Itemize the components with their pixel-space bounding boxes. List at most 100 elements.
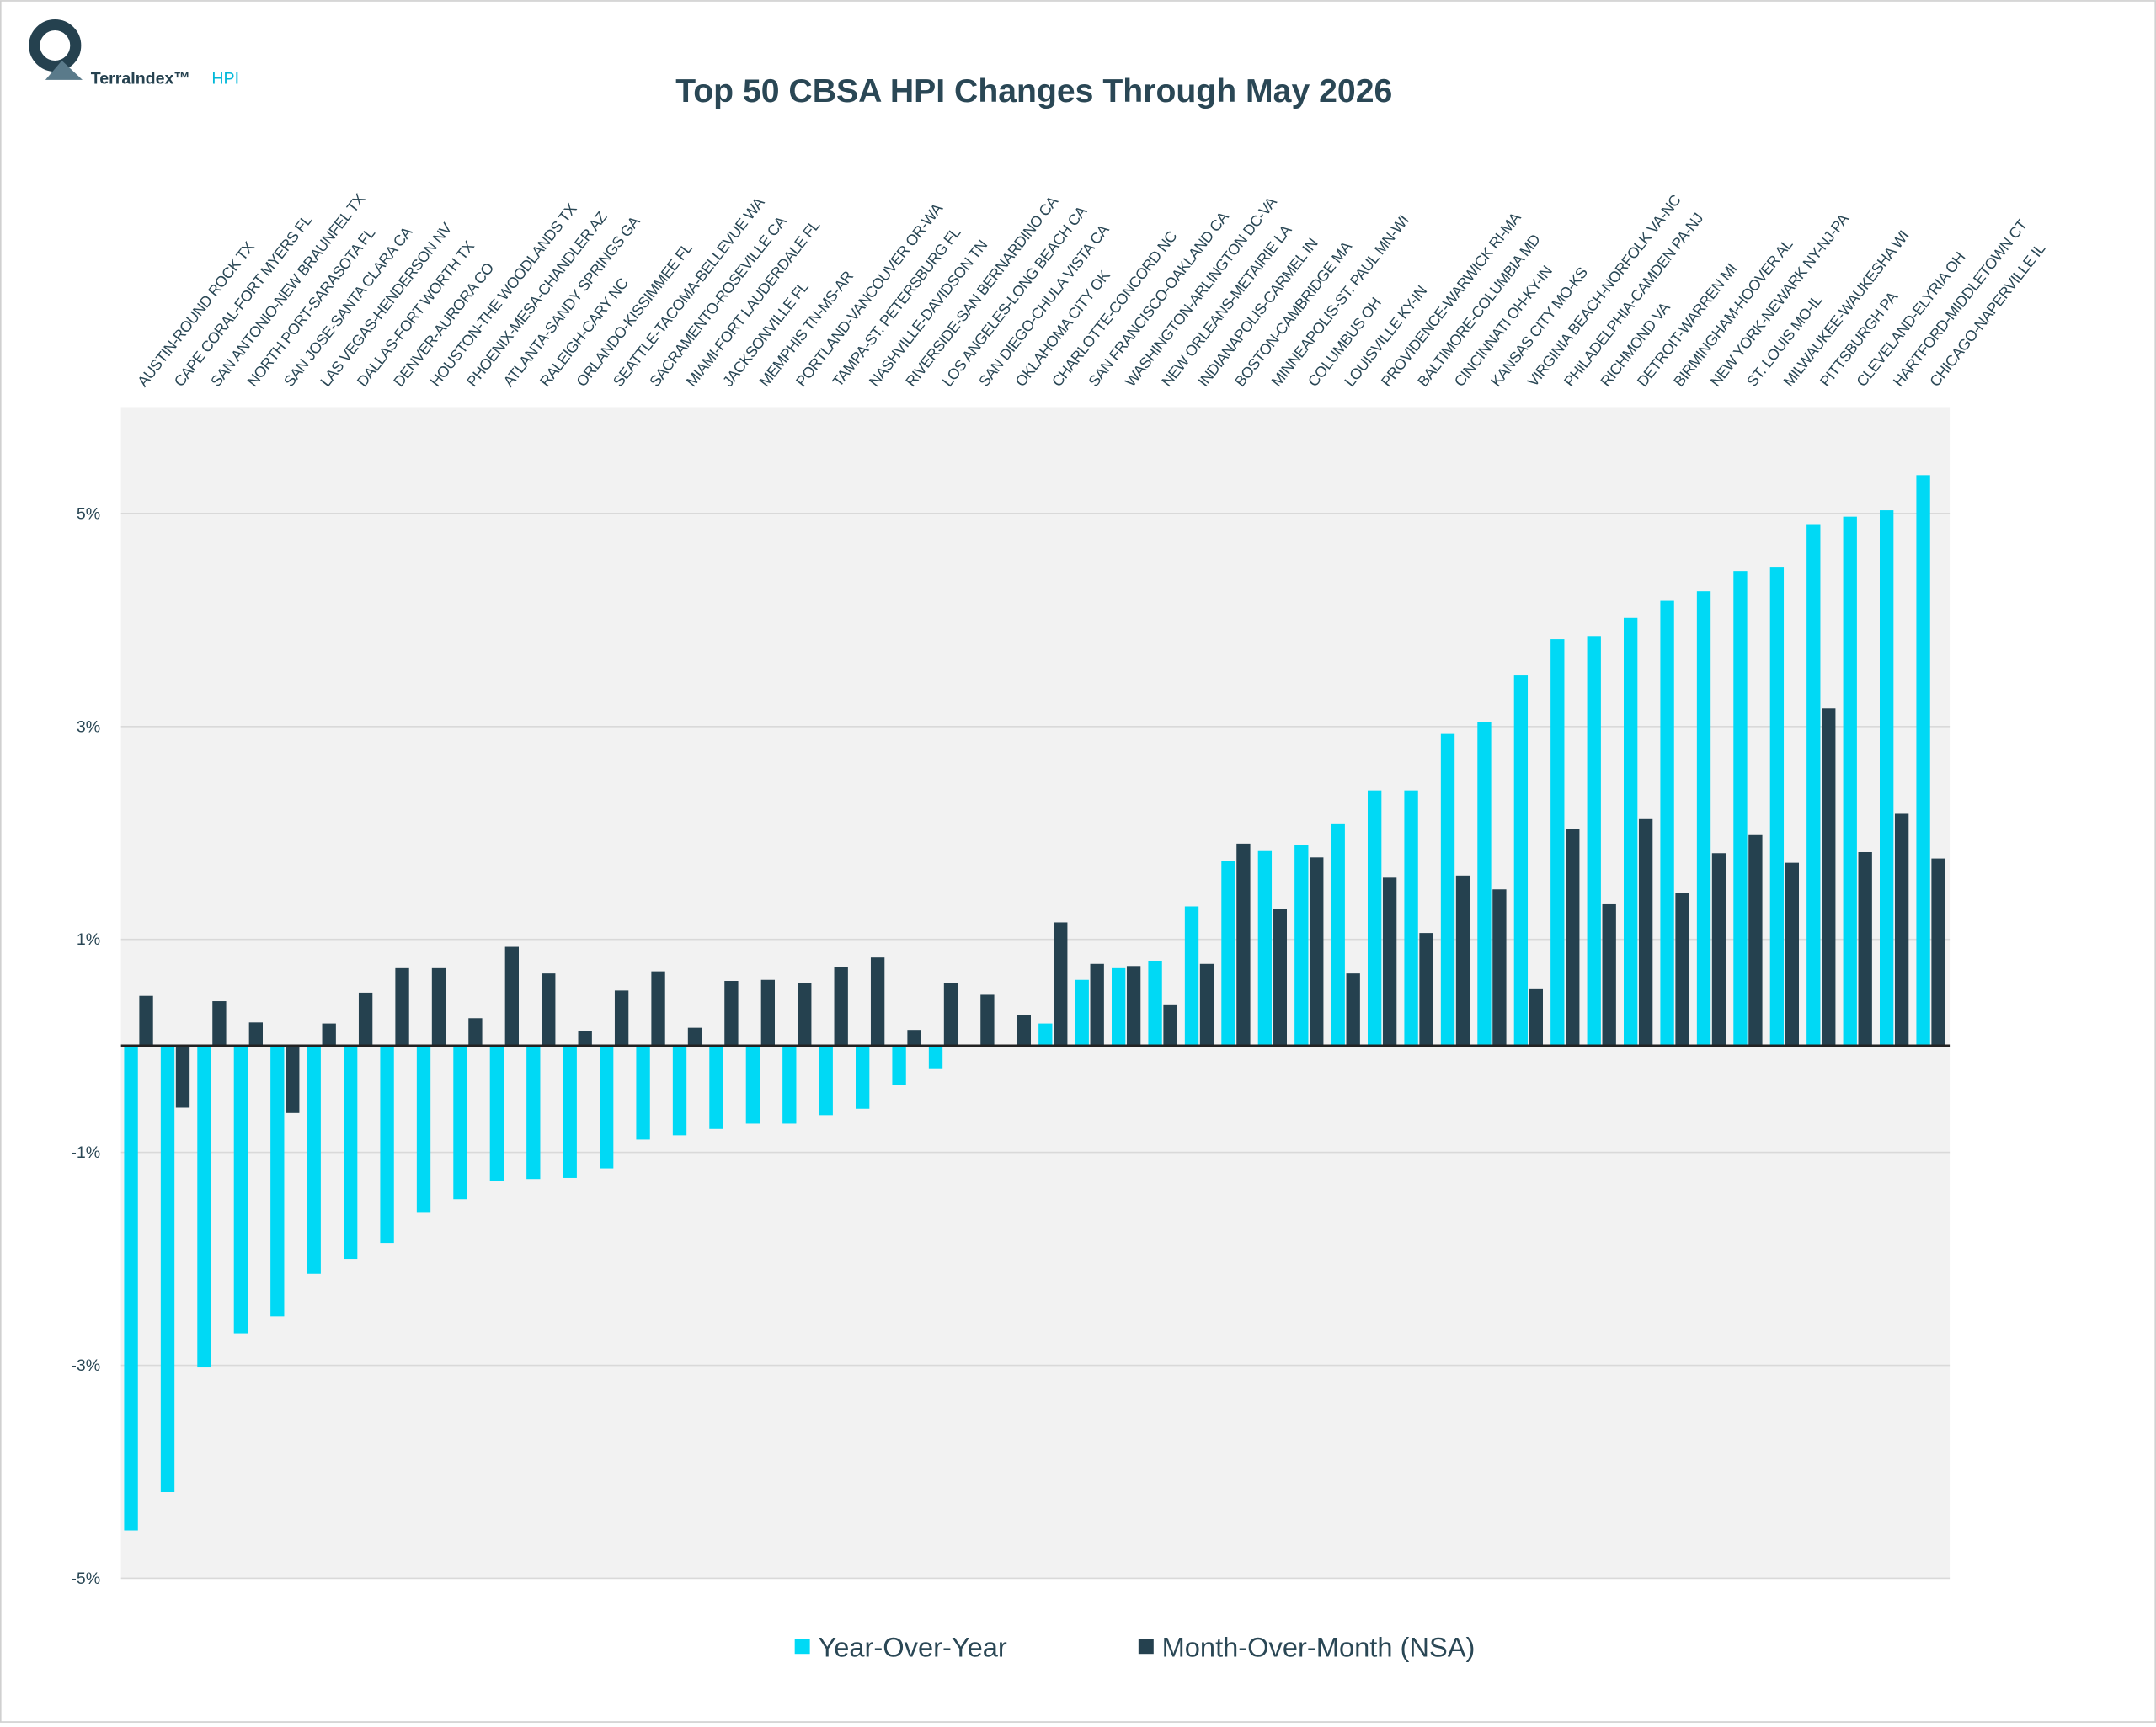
bar [600,1046,614,1169]
bar [614,990,629,1047]
bar [760,979,775,1047]
bar [1038,1023,1053,1047]
bar [1602,903,1616,1047]
bar [1346,973,1360,1047]
y-tick-label: 5% [77,504,100,523]
bar [542,973,556,1047]
bar [489,1046,504,1181]
bar [1199,963,1214,1047]
bar [1294,845,1309,1047]
bar [1492,889,1507,1047]
bar [1843,516,1857,1047]
bar [651,971,665,1047]
bar [431,967,446,1047]
bar [856,1046,870,1109]
bar [1368,790,1382,1047]
bar [1566,829,1580,1047]
bar [709,1046,723,1129]
bar [745,1046,760,1124]
bar [636,1046,650,1140]
bar [1184,906,1199,1047]
bar [1148,960,1162,1047]
bar [1075,979,1089,1047]
bar [1858,851,1872,1047]
bar [1638,818,1653,1047]
bar [1711,853,1726,1047]
bar [344,1046,358,1260]
y-tick-label: -3% [71,1357,100,1375]
bar [160,1046,175,1492]
bar [1513,675,1529,1047]
bar [1931,858,1945,1047]
bar [1894,813,1909,1047]
bar [139,995,153,1047]
bar [1785,862,1799,1047]
bar [124,1046,138,1531]
bar [307,1046,321,1274]
bar [453,1046,467,1200]
bar [1404,790,1418,1047]
bar [1696,591,1711,1047]
bar [1587,636,1601,1047]
bar [1806,524,1821,1047]
bar [819,1046,833,1116]
bar [1769,567,1785,1047]
bar [892,1046,906,1085]
bar [1221,861,1235,1047]
bar [1660,600,1674,1047]
bar [980,994,995,1047]
bar [1126,966,1141,1047]
bar [1054,922,1068,1047]
bar [1017,1015,1031,1047]
y-tick-label: -1% [71,1143,100,1162]
bar [175,1046,190,1108]
bar [563,1046,577,1178]
chart-title: Top 50 CBSA HPI Changes Through May 2026 [675,73,1392,109]
bar [687,1027,702,1047]
bar [1163,1004,1177,1047]
bar [870,957,885,1047]
logo-brand: TerraIndex™ [91,70,190,88]
bar [1310,857,1324,1047]
bar [1273,909,1287,1047]
legend-swatch [794,1639,810,1655]
bar [1236,843,1251,1047]
bar [1331,823,1345,1047]
bar [907,1030,921,1047]
bar [1440,733,1455,1047]
bar [798,983,812,1047]
bar [322,1023,336,1047]
bar [1477,722,1492,1047]
bar [468,1018,483,1047]
bar [834,967,848,1047]
bar [943,983,958,1047]
bar [395,967,409,1047]
bar [1675,893,1689,1047]
bar [233,1046,248,1334]
y-tick-label: -5% [71,1570,100,1588]
bar [1382,877,1397,1047]
bar [358,992,373,1047]
bar [724,981,739,1047]
bar [578,1031,592,1047]
bar [197,1046,211,1368]
bar [504,946,519,1047]
logo-ring [29,19,82,72]
y-tick-label: 3% [77,717,100,736]
bar [1822,708,1836,1047]
bar [672,1046,687,1136]
bar [1733,571,1748,1047]
bar [928,1046,943,1069]
bar [270,1046,285,1317]
logo: TerraIndex™ HPI [29,19,239,88]
bar [1419,933,1433,1047]
bar [1112,967,1126,1047]
bar [526,1046,541,1180]
bar [212,1001,227,1047]
bar [1916,475,1930,1047]
bar [416,1046,431,1213]
logo-tail [45,60,83,80]
legend-label: Month-Over-Month (NSA) [1162,1631,1476,1662]
